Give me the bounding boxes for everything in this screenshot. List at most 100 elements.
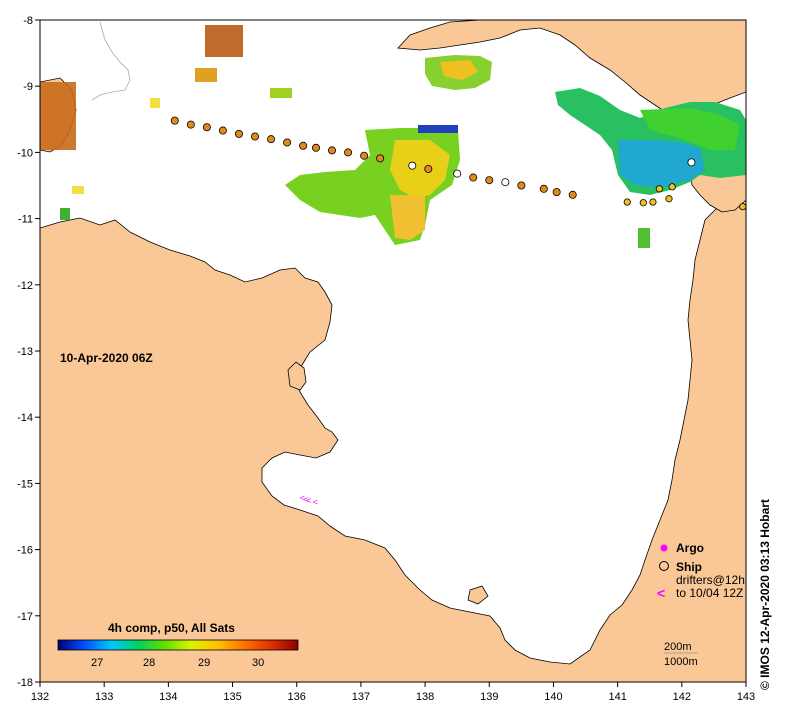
ship-track-point bbox=[267, 135, 276, 144]
sst-patch bbox=[270, 88, 292, 98]
ship-track-point bbox=[517, 181, 526, 190]
ship-track-point bbox=[311, 143, 320, 152]
y-tick-label: -14 bbox=[17, 412, 33, 424]
x-tick-label: 135 bbox=[223, 691, 241, 703]
ship-track-point bbox=[234, 129, 243, 138]
sst-patch bbox=[618, 140, 705, 188]
colorbar-label: 27 bbox=[91, 657, 103, 669]
y-tick-label: -16 bbox=[17, 545, 33, 557]
ship-track-point bbox=[299, 141, 308, 150]
ship-track-point bbox=[469, 173, 478, 182]
ship-position bbox=[687, 158, 696, 167]
ship-track-point bbox=[665, 195, 673, 203]
ship-track-point bbox=[344, 148, 353, 157]
legend-ship: Ship bbox=[676, 560, 702, 574]
legend-drifters-1: drifters@12h bbox=[676, 573, 745, 587]
y-tick-label: -18 bbox=[17, 677, 33, 689]
depth-1000m: 1000m bbox=[664, 656, 698, 668]
x-tick-label: 134 bbox=[159, 691, 177, 703]
ship-track-point bbox=[739, 203, 746, 211]
colorbar-label: 28 bbox=[143, 657, 155, 669]
colorbar-label: 30 bbox=[252, 657, 264, 669]
ship-track-point bbox=[328, 146, 337, 155]
ship-track-point bbox=[552, 188, 561, 197]
ship-track-point bbox=[649, 198, 657, 206]
y-tick-label: -10 bbox=[17, 147, 33, 159]
ship-track-point bbox=[539, 184, 548, 193]
sst-patch bbox=[418, 125, 458, 133]
x-tick-label: 133 bbox=[95, 691, 113, 703]
legend-argo: Argo bbox=[676, 541, 704, 555]
y-tick-label: -17 bbox=[17, 611, 33, 623]
sst-patch bbox=[205, 25, 243, 57]
x-tick-label: 136 bbox=[288, 691, 306, 703]
y-tick-label: -9 bbox=[23, 81, 33, 93]
x-tick-label: 132 bbox=[31, 691, 49, 703]
sst-patch bbox=[638, 228, 650, 248]
ship-track-point bbox=[186, 120, 195, 129]
y-tick-label: -13 bbox=[17, 346, 33, 358]
drifter-mark: < bbox=[300, 493, 305, 503]
sst-patch bbox=[390, 195, 425, 240]
drifter-mark: < bbox=[306, 496, 311, 506]
x-tick-label: 137 bbox=[352, 691, 370, 703]
drifter-symbol: < bbox=[657, 585, 665, 601]
sst-patch bbox=[195, 68, 217, 82]
x-axis: 132 133 134 135 136 137 138 139 140 141 142 143 bbox=[31, 682, 755, 703]
ship-track-point bbox=[360, 151, 369, 160]
coast-outline-grey bbox=[91, 21, 131, 101]
ship-track-point bbox=[283, 138, 292, 147]
y-axis: -8 -9 -10 -11 -12 -13 -14 -15 -16 -17 -18 bbox=[17, 15, 40, 689]
legend: Argo Ship < drifters@12h to 10/04 12Z bbox=[657, 541, 745, 601]
sst-patch bbox=[40, 82, 76, 150]
sst-patch bbox=[150, 98, 160, 108]
tracks: <<< < bbox=[170, 116, 746, 507]
drifter-mark: < bbox=[303, 494, 308, 504]
colorbar-title: 4h comp, p50, All Sats bbox=[108, 621, 235, 635]
ship-track-point bbox=[376, 154, 385, 163]
x-tick-label: 138 bbox=[416, 691, 434, 703]
ship-position bbox=[408, 161, 417, 170]
wellesley-islands bbox=[467, 585, 489, 605]
sst-patch bbox=[72, 186, 84, 194]
x-tick-label: 140 bbox=[544, 691, 562, 703]
x-tick-label: 143 bbox=[737, 691, 755, 703]
ship-symbol bbox=[659, 561, 669, 571]
ship-position bbox=[453, 169, 462, 178]
ship-track-point bbox=[251, 132, 260, 141]
colorbar-label: 29 bbox=[198, 657, 210, 669]
y-tick-label: -11 bbox=[18, 214, 33, 226]
sst-patch bbox=[440, 60, 478, 80]
arnhem-land bbox=[40, 193, 746, 682]
ship-track-point bbox=[655, 185, 663, 193]
ship-track-point bbox=[668, 183, 676, 191]
x-tick-label: 141 bbox=[608, 691, 626, 703]
y-tick-label: -15 bbox=[17, 478, 33, 490]
ship-track-point bbox=[218, 126, 227, 135]
sst-patch bbox=[390, 140, 450, 198]
ship-track-point bbox=[424, 164, 433, 173]
ship-track-point bbox=[568, 190, 577, 199]
ship-track-point bbox=[639, 199, 647, 207]
x-tick-label: 139 bbox=[480, 691, 498, 703]
plot-area: <<< < bbox=[40, 20, 746, 682]
ship-track-point bbox=[623, 198, 631, 206]
depth-legend: 200m 1000m bbox=[664, 641, 698, 668]
drifter-mark: < bbox=[313, 497, 318, 507]
ship-track-point bbox=[485, 176, 494, 185]
y-tick-label: -12 bbox=[17, 280, 33, 292]
x-tick-label: 142 bbox=[673, 691, 691, 703]
ship-track-point bbox=[170, 116, 179, 125]
timestamp: 10-Apr-2020 06Z bbox=[60, 351, 153, 365]
groote-eylandt bbox=[287, 361, 307, 391]
colorbar: 4h comp, p50, All Sats 27 28 29 30 bbox=[57, 621, 299, 669]
colorbar-bar bbox=[57, 639, 299, 651]
sst-patch bbox=[640, 108, 740, 150]
sst-patches bbox=[40, 25, 746, 248]
ship-position bbox=[501, 178, 510, 187]
ship-track-point bbox=[202, 123, 211, 132]
sst-patch bbox=[60, 208, 70, 220]
argo-symbol bbox=[660, 544, 668, 552]
credit: © IMOS 12-Apr-2020 03:13 Hobart bbox=[758, 499, 772, 690]
